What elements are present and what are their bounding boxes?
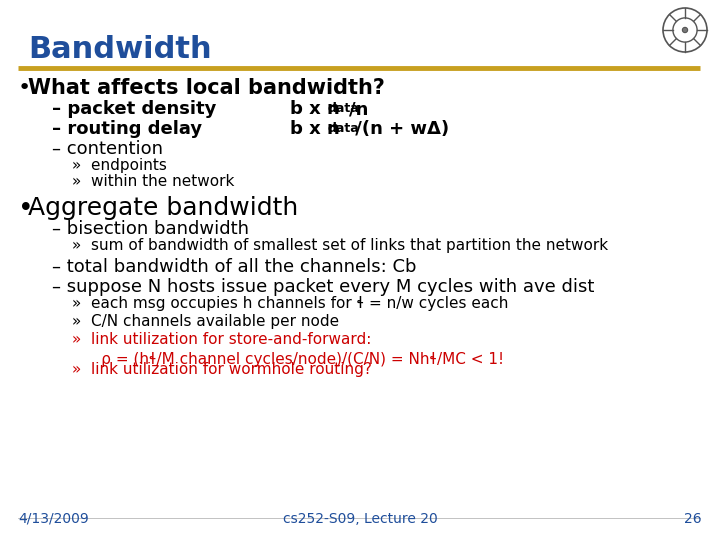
Text: 26: 26	[685, 512, 702, 526]
Text: – bisection bandwidth: – bisection bandwidth	[52, 220, 249, 238]
Text: Bandwidth: Bandwidth	[28, 35, 212, 64]
Text: – routing delay: – routing delay	[52, 120, 202, 138]
Text: »  C/N channels available per node: » C/N channels available per node	[72, 314, 339, 329]
Text: cs252-S09, Lecture 20: cs252-S09, Lecture 20	[283, 512, 437, 526]
Text: •: •	[18, 78, 31, 98]
Text: b x n: b x n	[290, 120, 340, 138]
Text: »  each msg occupies h channels for ɬ = n/w cycles each: » each msg occupies h channels for ɬ = n…	[72, 296, 508, 311]
Text: /n: /n	[348, 100, 368, 118]
Text: »  within the network: » within the network	[72, 174, 235, 189]
Text: »  sum of bandwidth of smallest set of links that partition the network: » sum of bandwidth of smallest set of li…	[72, 238, 608, 253]
Text: data: data	[328, 102, 359, 114]
Text: b x n: b x n	[290, 100, 340, 118]
Text: – contention: – contention	[52, 140, 163, 158]
Text: – suppose N hosts issue packet every M cycles with ave dist: – suppose N hosts issue packet every M c…	[52, 278, 595, 296]
Text: – packet density: – packet density	[52, 100, 217, 118]
Text: – total bandwidth of all the channels: Cb: – total bandwidth of all the channels: C…	[52, 258, 416, 276]
Text: /(n + wΔ): /(n + wΔ)	[348, 120, 449, 138]
Text: »  link utilization for store-and-forward:
      ρ = (hɬ/M channel cycles/node)/: » link utilization for store-and-forward…	[72, 332, 504, 367]
Text: »  endpoints: » endpoints	[72, 158, 167, 173]
Text: 4/13/2009: 4/13/2009	[18, 512, 89, 526]
Circle shape	[683, 28, 688, 32]
Text: •: •	[18, 196, 34, 222]
Text: What affects local bandwidth?: What affects local bandwidth?	[28, 78, 385, 98]
Text: data: data	[328, 122, 359, 134]
Text: »  link utilization for wormhole routing?: » link utilization for wormhole routing?	[72, 362, 372, 377]
Text: Aggregate bandwidth: Aggregate bandwidth	[28, 196, 298, 220]
